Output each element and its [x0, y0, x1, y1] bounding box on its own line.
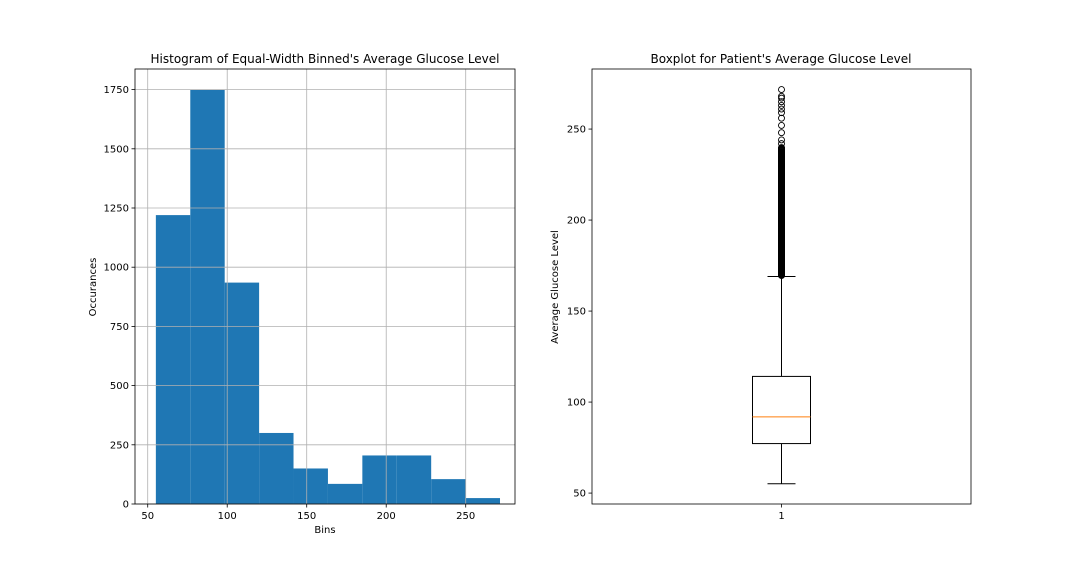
histogram-y-tick-label: 500: [110, 381, 129, 392]
boxplot-y-tick-label: 150: [567, 307, 586, 318]
histogram-bar: [155, 215, 191, 505]
outlier-point: [778, 256, 785, 264]
histogram-bar: [224, 282, 260, 504]
histogram-y-tick-label: 1000: [104, 263, 129, 274]
histogram-axes-frame: [134, 68, 516, 505]
histogram-chart: Histogram of Equal-Width Binned's Averag…: [88, 52, 516, 536]
outlier-point: [778, 154, 785, 162]
histogram-y-tick-label: 1750: [104, 85, 129, 96]
histogram-ticks: 50 100 150 200 250 0 250 500 750 1000 1250 1500 1750: [104, 85, 476, 522]
histogram-y-tick-label: 250: [110, 440, 129, 451]
outlier-point: [778, 227, 785, 235]
histogram-x-tick-label: 250: [456, 511, 475, 522]
histogram-y-tick-label: 1250: [104, 204, 129, 215]
outlier-point: [778, 183, 785, 191]
outlier-point: [778, 98, 785, 106]
outlier-point: [778, 262, 785, 270]
boxplot-ticks: 50 100 150 200 250 1: [567, 125, 785, 522]
outlier-point: [778, 129, 785, 137]
outlier-point: [778, 136, 785, 144]
outlier-point: [778, 121, 785, 129]
outlier-point: [778, 86, 785, 94]
histogram-bar: [362, 455, 397, 504]
histogram-y-axis-label: Occurances: [88, 258, 99, 317]
histogram-bar: [259, 432, 294, 504]
histogram-bar: [293, 468, 328, 504]
outlier-point: [778, 198, 785, 206]
outlier-point: [778, 220, 785, 228]
boxplot-y-tick-label: 100: [567, 398, 586, 409]
histogram-x-axis-label: Bins: [314, 525, 335, 536]
boxplot-y-tick-label: 200: [567, 216, 586, 227]
histogram-bar: [396, 455, 432, 504]
outlier-point: [778, 242, 785, 249]
outlier-point: [778, 147, 785, 155]
boxplot-title: Boxplot for Patient's Average Glucose Le…: [651, 52, 912, 66]
boxplot-x-tick-label: 1: [778, 511, 784, 522]
outlier-point: [778, 205, 785, 213]
outlier-point: [778, 234, 785, 242]
interquartile-box: [752, 375, 811, 445]
outlier-point: [778, 249, 785, 257]
outlier-point: [778, 94, 785, 102]
histogram-bar: [465, 498, 501, 504]
histogram-y-tick-label: 1500: [104, 144, 129, 155]
outlier-point: [778, 101, 785, 109]
outlier-point: [778, 92, 785, 100]
outlier-point: [778, 169, 785, 177]
outlier-point: [778, 105, 785, 113]
outlier-point: [778, 109, 785, 117]
histogram-title: Histogram of Equal-Width Binned's Averag…: [151, 52, 500, 66]
outlier-point: [778, 267, 785, 275]
outlier-point: [778, 212, 785, 220]
outlier-point: [778, 191, 785, 199]
outlier-point: [778, 114, 785, 122]
boxplot-marks: [752, 86, 811, 485]
boxplot-y-axis-label: Average Glucose Level: [550, 230, 561, 344]
histogram-bar: [190, 89, 225, 504]
histogram-y-tick-label: 0: [123, 500, 129, 511]
boxplot-y-tick-label: 50: [573, 489, 586, 500]
histogram-bar: [431, 479, 466, 504]
histogram-bar: [327, 483, 363, 504]
histogram-x-tick-label: 50: [141, 511, 154, 522]
outlier-point: [778, 140, 785, 148]
histogram-x-tick-label: 200: [377, 511, 396, 522]
histogram-y-tick-label: 750: [110, 322, 129, 333]
histogram-x-tick-label: 150: [297, 511, 316, 522]
outlier-point: [778, 271, 785, 279]
outlier-point: [778, 162, 785, 169]
histogram-bars: [155, 89, 501, 505]
outlier-point: [778, 144, 785, 151]
boxplot-chart: Boxplot for Patient's Average Glucose Le…: [550, 52, 972, 522]
outlier-point: [778, 176, 785, 184]
boxplot-y-tick-label: 250: [567, 125, 586, 136]
histogram-x-tick-label: 100: [218, 511, 237, 522]
